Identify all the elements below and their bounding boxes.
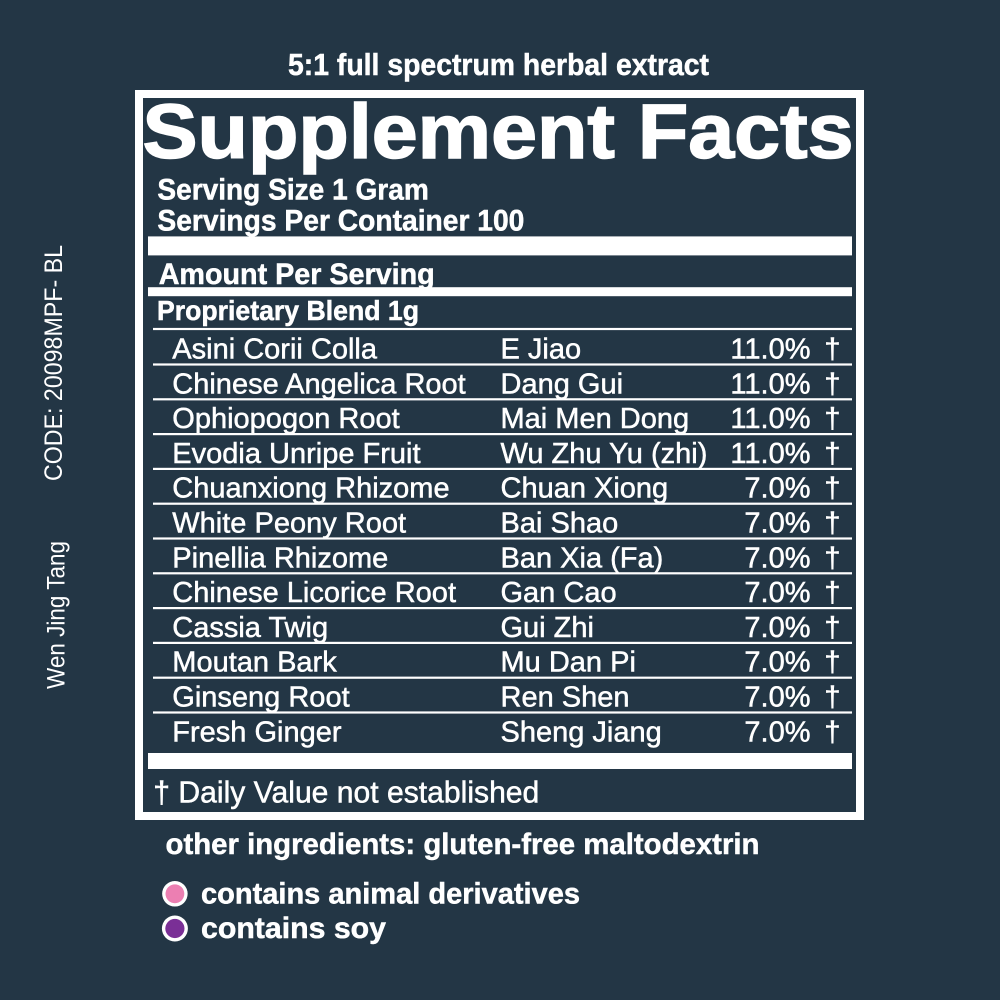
svg-text:†: † bbox=[824, 612, 840, 644]
svg-text:11.0%: 11.0% bbox=[730, 403, 810, 435]
svg-text:Gui Zhi: Gui Zhi bbox=[501, 612, 594, 644]
svg-text:†: † bbox=[824, 403, 840, 435]
svg-text:contains soy: contains soy bbox=[201, 912, 387, 945]
svg-text:Chinese Angelica Root: Chinese Angelica Root bbox=[172, 368, 465, 400]
svg-text:† Daily Value not established: † Daily Value not established bbox=[153, 774, 539, 809]
svg-text:Cassia Twig: Cassia Twig bbox=[172, 612, 328, 644]
svg-text:7.0%: 7.0% bbox=[744, 542, 810, 574]
svg-text:7.0%: 7.0% bbox=[744, 682, 810, 714]
svg-text:Chinese Licorice Root: Chinese Licorice Root bbox=[172, 577, 456, 609]
svg-text:7.0%: 7.0% bbox=[744, 716, 810, 748]
svg-text:Wu Zhu Yu (zhi): Wu Zhu Yu (zhi) bbox=[501, 438, 708, 470]
svg-text:11.0%: 11.0% bbox=[730, 368, 810, 400]
svg-text:7.0%: 7.0% bbox=[744, 647, 810, 679]
svg-text:Ophiopogon Root: Ophiopogon Root bbox=[172, 403, 399, 435]
svg-text:Gan Cao: Gan Cao bbox=[501, 577, 617, 609]
svg-text:contains animal derivatives: contains animal derivatives bbox=[201, 878, 580, 911]
svg-text:Chuanxiong Rhizome: Chuanxiong Rhizome bbox=[172, 473, 449, 505]
svg-text:Chuan Xiong: Chuan Xiong bbox=[501, 473, 669, 505]
svg-text:7.0%: 7.0% bbox=[744, 473, 810, 505]
svg-text:Sheng Jiang: Sheng Jiang bbox=[501, 716, 662, 748]
svg-text:E Jiao: E Jiao bbox=[501, 334, 582, 366]
svg-text:Ren Shen: Ren Shen bbox=[501, 682, 630, 714]
svg-text:Dang Gui: Dang Gui bbox=[501, 368, 624, 400]
svg-text:Bai Shao: Bai Shao bbox=[501, 508, 619, 540]
svg-text:5:1 full spectrum herbal extra: 5:1 full spectrum herbal extract bbox=[288, 48, 709, 82]
svg-text:†: † bbox=[824, 577, 840, 609]
svg-text:Wen Jing Tang: Wen Jing Tang bbox=[43, 541, 71, 689]
svg-text:Evodia Unripe Fruit: Evodia Unripe Fruit bbox=[172, 438, 420, 470]
svg-text:Proprietary Blend 1g: Proprietary Blend 1g bbox=[157, 295, 419, 326]
svg-text:White Peony Root: White Peony Root bbox=[172, 508, 406, 540]
svg-text:CODE: 20098MPF- BL: CODE: 20098MPF- BL bbox=[40, 245, 68, 481]
svg-text:†: † bbox=[824, 368, 840, 400]
svg-text:†: † bbox=[824, 647, 840, 679]
svg-text:Ginseng Root: Ginseng Root bbox=[172, 682, 349, 714]
svg-text:7.0%: 7.0% bbox=[744, 612, 810, 644]
svg-text:11.0%: 11.0% bbox=[730, 438, 810, 470]
svg-text:†: † bbox=[824, 438, 840, 470]
svg-text:11.0%: 11.0% bbox=[730, 334, 810, 366]
svg-text:Fresh Ginger: Fresh Ginger bbox=[172, 716, 342, 748]
svg-text:†: † bbox=[824, 682, 840, 714]
svg-text:Servings Per Container 100: Servings Per Container 100 bbox=[157, 205, 524, 238]
svg-text:Amount Per Serving: Amount Per Serving bbox=[159, 259, 435, 291]
svg-text:Asini Corii Colla: Asini Corii Colla bbox=[172, 334, 378, 366]
svg-text:†: † bbox=[824, 508, 840, 540]
svg-text:Mu Dan Pi: Mu Dan Pi bbox=[501, 647, 636, 679]
svg-text:7.0%: 7.0% bbox=[744, 577, 810, 609]
svg-text:†: † bbox=[824, 716, 840, 748]
svg-text:†: † bbox=[824, 542, 840, 574]
svg-text:7.0%: 7.0% bbox=[744, 508, 810, 540]
svg-text:†: † bbox=[824, 334, 840, 366]
svg-text:Moutan Bark: Moutan Bark bbox=[172, 647, 337, 679]
svg-text:†: † bbox=[824, 473, 840, 505]
svg-text:Ban Xia (Fa): Ban Xia (Fa) bbox=[501, 542, 664, 574]
svg-text:other ingredients: gluten-free: other ingredients: gluten-free maltodext… bbox=[166, 828, 760, 861]
svg-text:Pinellia Rhizome: Pinellia Rhizome bbox=[172, 542, 388, 574]
svg-text:Mai Men Dong: Mai Men Dong bbox=[501, 403, 690, 435]
svg-text:Serving Size 1 Gram: Serving Size 1 Gram bbox=[157, 174, 428, 207]
svg-text:Supplement Facts: Supplement Facts bbox=[143, 89, 854, 175]
